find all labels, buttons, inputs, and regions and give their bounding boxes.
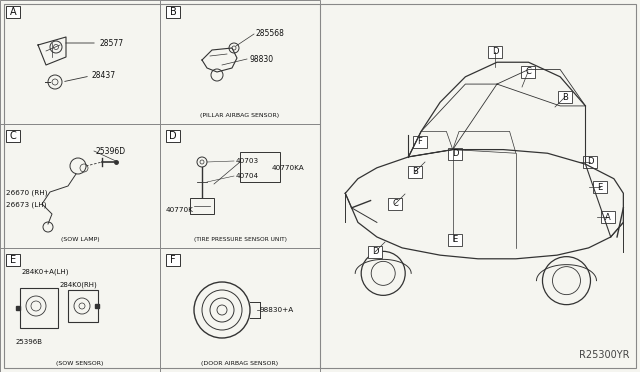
Text: 98830+A: 98830+A <box>259 307 293 313</box>
Bar <box>583 156 597 168</box>
Bar <box>68 290 98 322</box>
Text: D: D <box>169 131 177 141</box>
Text: 284K0+A(LH): 284K0+A(LH) <box>22 269 70 275</box>
Bar <box>160 124 320 248</box>
Bar <box>448 234 462 246</box>
Bar <box>488 46 502 58</box>
Text: 40704: 40704 <box>236 173 259 179</box>
Bar <box>240 152 280 182</box>
Text: (TIRE PRESSURE SENSOR UNIT): (TIRE PRESSURE SENSOR UNIT) <box>193 237 287 243</box>
Text: D: D <box>587 157 593 167</box>
Text: 40770K: 40770K <box>166 207 194 213</box>
Text: C: C <box>392 199 398 208</box>
Text: E: E <box>10 255 16 265</box>
Text: E: E <box>597 183 603 192</box>
Bar <box>408 166 422 178</box>
Text: (DOOR AIRBAG SENSOR): (DOOR AIRBAG SENSOR) <box>202 362 278 366</box>
Bar <box>160 0 320 124</box>
Bar <box>6 130 20 142</box>
Bar <box>0 0 160 124</box>
Text: B: B <box>170 7 177 17</box>
Text: (SOW SENSOR): (SOW SENSOR) <box>56 362 104 366</box>
Text: 26673 (LH): 26673 (LH) <box>6 202 47 208</box>
Text: C: C <box>10 131 17 141</box>
Bar <box>0 124 160 248</box>
Bar <box>368 246 382 258</box>
Text: 28437: 28437 <box>92 71 116 80</box>
Bar <box>160 248 320 372</box>
Text: (PILLAR AIRBAG SENSOR): (PILLAR AIRBAG SENSOR) <box>200 113 280 119</box>
Text: 25396D: 25396D <box>96 147 126 155</box>
Text: 40770KA: 40770KA <box>272 165 305 171</box>
Text: D: D <box>372 247 378 257</box>
Text: A: A <box>605 212 611 221</box>
Text: 28577: 28577 <box>99 38 123 48</box>
Bar <box>190 198 214 214</box>
Text: 40703: 40703 <box>236 158 259 164</box>
Text: B: B <box>412 167 418 176</box>
Bar <box>448 148 462 160</box>
Text: A: A <box>10 7 16 17</box>
Bar <box>166 130 180 142</box>
Bar <box>388 198 402 210</box>
Bar <box>6 6 20 18</box>
Text: C: C <box>525 67 531 77</box>
Bar <box>6 254 20 266</box>
Text: (SOW LAMP): (SOW LAMP) <box>61 237 99 243</box>
Bar <box>558 91 572 103</box>
Text: 98830: 98830 <box>249 55 273 64</box>
Text: D: D <box>492 48 499 57</box>
Bar <box>601 211 615 223</box>
Bar <box>521 66 535 78</box>
Bar <box>20 288 58 328</box>
Bar <box>413 136 427 148</box>
Text: F: F <box>417 138 422 147</box>
Text: F: F <box>170 255 176 265</box>
Text: B: B <box>562 93 568 102</box>
Text: E: E <box>452 235 458 244</box>
Text: 25396B: 25396B <box>16 339 43 345</box>
Text: 26670 (RH): 26670 (RH) <box>6 190 47 196</box>
Bar <box>0 248 160 372</box>
Text: D: D <box>452 150 458 158</box>
Text: R25300YR: R25300YR <box>579 350 630 360</box>
Text: 284K0(RH): 284K0(RH) <box>60 282 98 288</box>
Text: 285568: 285568 <box>256 29 285 38</box>
Bar <box>166 254 180 266</box>
Bar <box>166 6 180 18</box>
Bar <box>593 181 607 193</box>
